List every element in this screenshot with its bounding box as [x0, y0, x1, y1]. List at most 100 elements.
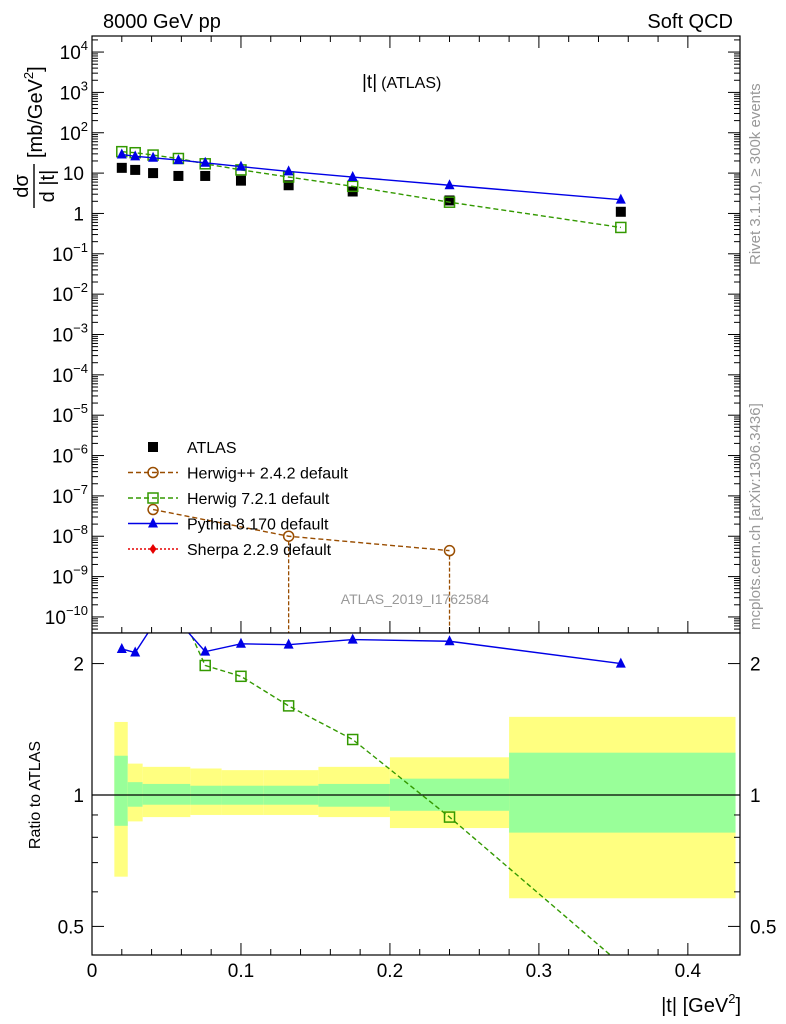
band-inner	[142, 783, 164, 805]
ratio-series-pythia	[116, 633, 626, 668]
point-pythia	[235, 160, 246, 171]
ratio-point-herwig7	[616, 959, 626, 969]
y-tick-label-base: 10	[45, 608, 66, 629]
x-tick-label: 0	[87, 961, 98, 982]
ratio-series-herwig7	[189, 633, 626, 969]
point-herwigpp	[147, 503, 159, 516]
legend-entry-herwigpp: Herwig++ 2.4.2 default	[128, 466, 349, 483]
ratio-series	[116, 633, 626, 969]
xlabel-base: |t| [GeV	[661, 995, 729, 1017]
point-pythia	[130, 150, 141, 161]
legend-marker	[147, 492, 159, 504]
y-tick-label-base: 10	[52, 326, 73, 347]
point-pythia	[615, 193, 626, 204]
ratio-point-pythia	[283, 638, 294, 649]
y-tick-label: 102	[60, 119, 88, 145]
ratio-y-tick-label: 2	[73, 655, 84, 676]
y-tick-label: 10−8	[52, 522, 88, 548]
plot-label-main: |t|	[362, 72, 377, 93]
ratio-y-tick-label-right: 1	[750, 786, 761, 807]
y-tick-label: 10−5	[52, 401, 88, 427]
legend-marker	[148, 517, 158, 528]
plot-label: |t| (ATLAS)	[362, 72, 441, 93]
band-inner	[509, 752, 736, 833]
x-tick-label: 0.1	[228, 961, 254, 982]
series-line-herwigpp	[152, 508, 450, 552]
ratio-line-herwig7	[189, 633, 612, 955]
main-panel	[92, 36, 740, 633]
y-tick-label-exp: −2	[73, 280, 88, 295]
ratio-y-tick-label: 0.5	[58, 917, 84, 938]
legend-entry-data: ATLAS	[148, 440, 237, 457]
y-tick-label-exp: −4	[73, 361, 88, 376]
y-tick-label-base: 10	[60, 124, 81, 145]
ratio-point-herwig7	[282, 700, 295, 712]
legend-marker	[147, 466, 159, 479]
point-herwig7	[443, 196, 456, 208]
point-data	[283, 180, 294, 191]
y-tick-label: 10−4	[52, 361, 88, 387]
y-tick-label-exp: −9	[73, 563, 88, 578]
ratio-y-tick-label-right: 0.5	[750, 917, 776, 938]
main-series	[116, 145, 627, 633]
ylabel-denominator: d |t|	[37, 170, 59, 203]
y-tick-label-exp: −10	[66, 603, 88, 618]
header-left: 8000 GeV pp	[103, 11, 221, 33]
legend-label: ATLAS	[187, 440, 237, 457]
point-data	[615, 206, 626, 217]
mcplots-label: mcplots.cern.ch [arXiv:1306.3436]	[747, 403, 764, 630]
band-inner	[163, 783, 191, 805]
ratio-y-tick-label-right: 2	[750, 655, 761, 676]
point-pythia	[444, 179, 455, 190]
series-line-herwig7	[121, 150, 621, 229]
legend-entry-sherpa: Sherpa 2.2.9 default	[128, 542, 332, 559]
ratio-axes: 2 2 1 1 0.5 0.5 0 0.1 0.2 0.3 0.4	[58, 632, 776, 982]
point-data	[116, 162, 127, 173]
point-pythia	[116, 148, 127, 159]
y-tick-label: 10	[63, 164, 84, 185]
y-tick-label-exp: 3	[81, 78, 88, 93]
band-inner	[114, 755, 128, 826]
y-tick-label-exp: −7	[73, 482, 88, 497]
point-data	[200, 170, 211, 181]
x-tick-label: 0.3	[526, 961, 552, 982]
point-data	[235, 175, 246, 186]
y-tick-label-base: 10	[52, 245, 73, 266]
x-tick-label: 0.4	[675, 961, 702, 982]
ratio-point-herwig7	[199, 659, 211, 672]
analysis-id: ATLAS_2019_I1762584	[341, 591, 490, 607]
y-tick-label: 104	[60, 38, 88, 64]
ratio-bands	[92, 716, 740, 899]
y-tick-label: 10−10	[45, 603, 88, 629]
plot-label-sub: (ATLAS)	[381, 75, 441, 92]
y-tick-label-base: 10	[63, 164, 84, 185]
point-pythia	[148, 151, 159, 162]
ratio-frame	[91, 632, 741, 956]
point-pythia	[173, 154, 184, 165]
ylabel-numerator: dσ	[11, 174, 33, 198]
y-tick-label-base: 10	[52, 527, 73, 548]
point-herwig7	[346, 180, 359, 193]
ratio-point-pythia	[116, 642, 127, 653]
y-tick-label: 10−3	[52, 321, 88, 347]
point-pythia	[200, 156, 211, 167]
point-data	[444, 195, 455, 206]
ratio-point-pythia	[235, 637, 246, 648]
xlabel-close: ]	[735, 995, 741, 1017]
legend-label: Sherpa 2.2.9 default	[187, 542, 332, 559]
ratio-point-herwig7	[443, 811, 456, 823]
y-tick-label-base: 10	[52, 487, 73, 508]
legend-marker	[148, 442, 158, 452]
ratio-ylabel: Ratio to ATLAS	[27, 741, 44, 849]
ratio-point-herwig7	[235, 670, 247, 683]
ratio-point-pythia	[347, 633, 358, 644]
main-ylabel: dσ d |t| [mb/GeV2]	[11, 66, 59, 208]
legend-entry-herwig7: Herwig 7.2.1 default	[128, 491, 330, 508]
y-tick-label: 10−2	[52, 280, 88, 306]
y-tick-label-exp: 2	[81, 119, 88, 134]
ratio-y-tick-label: 1	[73, 786, 84, 807]
y-tick-label-exp: −8	[73, 522, 88, 537]
rivet-label: Rivet 3.1.10, ≥ 300k events	[747, 83, 764, 265]
ylabel-unit-close: ]	[25, 66, 47, 72]
y-tick-label-base: 1	[73, 204, 84, 225]
